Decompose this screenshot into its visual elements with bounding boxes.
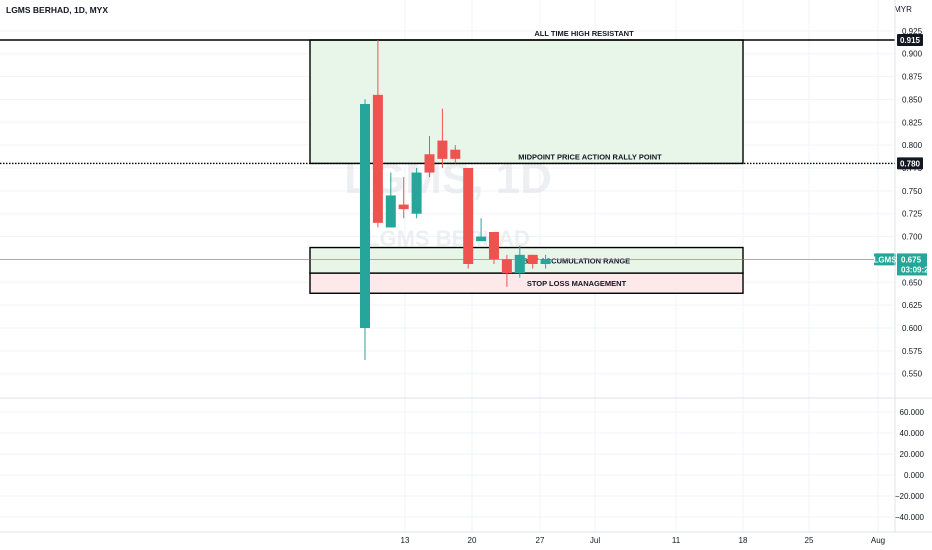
price-tick-label: 0.800	[902, 141, 923, 150]
candle-body	[360, 104, 370, 328]
current-price-value: 0.675	[901, 255, 922, 264]
hline-label: MIDPOINT PRICE ACTION RALLY POINT	[518, 152, 662, 161]
candle[interactable]	[411, 168, 422, 219]
candle[interactable]	[398, 177, 409, 219]
candle[interactable]	[424, 136, 435, 178]
candle[interactable]	[360, 99, 370, 360]
zone-label: STOP LOSS MANAGEMENT	[527, 279, 627, 288]
candle[interactable]	[527, 254, 538, 269]
watermark-name: LGMS BERHAD	[366, 226, 530, 251]
price-tag-value: 0.915	[900, 36, 921, 45]
price-tick-label: 0.650	[902, 278, 923, 287]
price-tick-label: 0.850	[902, 95, 923, 104]
price-tag-bg	[897, 157, 923, 170]
price-tick-label: 0.900	[902, 50, 923, 59]
price-tick-label: 0.750	[902, 187, 923, 196]
price-tick-label: 0.825	[902, 118, 923, 127]
candle-body	[385, 195, 396, 228]
current-price-tag: LGMS 0.675 03:09:24	[873, 253, 932, 276]
indicator-tick-label: −40.000	[895, 513, 925, 522]
price-tags: 0.915 0.780	[897, 34, 923, 170]
candle[interactable]	[463, 168, 474, 269]
candle[interactable]	[385, 172, 396, 228]
time-axis[interactable]: 13 20 27 Jul 11 18 25 Aug	[401, 536, 886, 545]
price-tick-label: 0.925	[902, 27, 923, 36]
indicator-grid	[0, 411, 895, 518]
candle-body	[527, 254, 538, 264]
price-axis[interactable]: 0.9250.9000.8750.8500.8250.8000.7750.750…	[902, 27, 923, 379]
candle-body	[514, 254, 525, 274]
time-tick-label: 11	[672, 536, 681, 545]
candle-body	[398, 204, 409, 210]
candle-body	[489, 232, 499, 260]
indicator-tick-label: 0.000	[904, 471, 925, 480]
candle-body	[424, 154, 435, 173]
candle[interactable]	[489, 232, 499, 264]
symbol-tag-bg	[874, 253, 896, 266]
current-price-tag-bg	[897, 253, 927, 276]
time-tick-label: Aug	[871, 536, 885, 545]
countdown-timer: 03:09:24	[901, 265, 932, 274]
candle-body	[463, 168, 474, 264]
candle[interactable]	[501, 254, 512, 287]
time-tick-label: 25	[805, 536, 814, 545]
indicator-axis[interactable]: 60.000 40.000 20.000 0.000 −20.000 −40.000	[895, 408, 925, 522]
candle-body	[476, 236, 487, 242]
price-tick-label: 0.550	[902, 370, 923, 379]
price-tag-bg	[897, 34, 923, 46]
indicator-tick-label: 40.000	[900, 429, 925, 438]
zone-box-stop-loss[interactable]	[309, 272, 744, 294]
price-tick-label: 0.875	[902, 73, 923, 82]
candle[interactable]	[540, 254, 551, 269]
indicator-tick-label: 60.000	[900, 408, 925, 417]
candle[interactable]	[514, 245, 525, 278]
symbol-tag-text: LGMS	[873, 255, 897, 264]
zone-label: BUY ACCUMULATION RANGE	[523, 256, 630, 265]
chart-title: LGMS BERHAD, 1D, MYX	[6, 5, 108, 15]
time-tick-label: 20	[468, 536, 477, 545]
price-tag-value: 0.780	[900, 159, 921, 168]
price-tick-label: 0.700	[902, 233, 923, 242]
indicator-tick-label: 20.000	[900, 450, 925, 459]
price-tick-label: 0.725	[902, 210, 923, 219]
currency-label: MYR	[894, 5, 912, 14]
candle[interactable]	[476, 218, 487, 242]
candle-body	[450, 149, 461, 159]
time-tick-label: 27	[536, 536, 545, 545]
candle-body	[411, 172, 422, 214]
candle[interactable]	[372, 40, 383, 228]
indicator-tick-label: −20.000	[895, 492, 925, 501]
time-tick-label: 13	[401, 536, 410, 545]
hline-label: ALL TIME HIGH RESISTANT	[534, 29, 634, 38]
candle-body	[372, 94, 383, 223]
candle-body	[501, 259, 512, 274]
candle[interactable]	[450, 145, 461, 164]
time-tick-label: 18	[739, 536, 748, 545]
candles-layer[interactable]	[360, 40, 551, 360]
candle[interactable]	[437, 108, 448, 168]
candle-body	[437, 140, 448, 159]
hlines-layer: ALL TIME HIGH RESISTANT MIDPOINT PRICE AC…	[0, 29, 895, 165]
candle-body	[540, 259, 551, 264]
price-tick-label: 0.575	[902, 347, 923, 356]
time-tick-label: Jul	[590, 536, 600, 545]
price-tick-label: 0.600	[902, 324, 923, 333]
price-tick-label: 0.625	[902, 301, 923, 310]
